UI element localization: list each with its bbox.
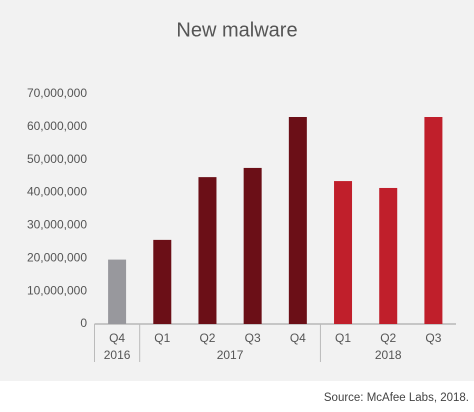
chart-title: New malware	[176, 19, 297, 41]
y-tick-label: 60,000,000	[27, 119, 87, 133]
x-tick-label: Q3	[425, 331, 441, 345]
bar	[153, 239, 172, 324]
y-tick-label: 30,000,000	[27, 218, 87, 232]
x-tick-label: Q1	[335, 331, 351, 345]
bar	[424, 117, 443, 324]
y-tick-label: 0	[80, 316, 87, 330]
x-group-label: 2016	[104, 348, 131, 362]
y-tick-label: 70,000,000	[27, 86, 87, 100]
x-tick-label: Q2	[199, 331, 215, 345]
x-tick-label: Q4	[109, 331, 125, 345]
bar	[288, 117, 307, 324]
source-note: Source: McAfee Labs, 2018.	[324, 392, 469, 404]
x-tick-label: Q2	[380, 331, 396, 345]
bar	[108, 259, 127, 324]
x-tick-label: Q3	[245, 331, 261, 345]
bar	[198, 177, 217, 324]
y-tick-label: 20,000,000	[27, 250, 87, 264]
x-group-label: 2018	[375, 348, 402, 362]
x-group-label: 2017	[217, 348, 244, 362]
bar	[379, 187, 398, 324]
x-tick-label: Q4	[290, 331, 306, 345]
y-tick-label: 10,000,000	[27, 283, 87, 297]
y-tick-label: 40,000,000	[27, 185, 87, 199]
x-tick-label: Q1	[154, 331, 170, 345]
y-tick-label: 50,000,000	[27, 152, 87, 166]
bar	[334, 181, 353, 324]
bar	[243, 167, 262, 324]
